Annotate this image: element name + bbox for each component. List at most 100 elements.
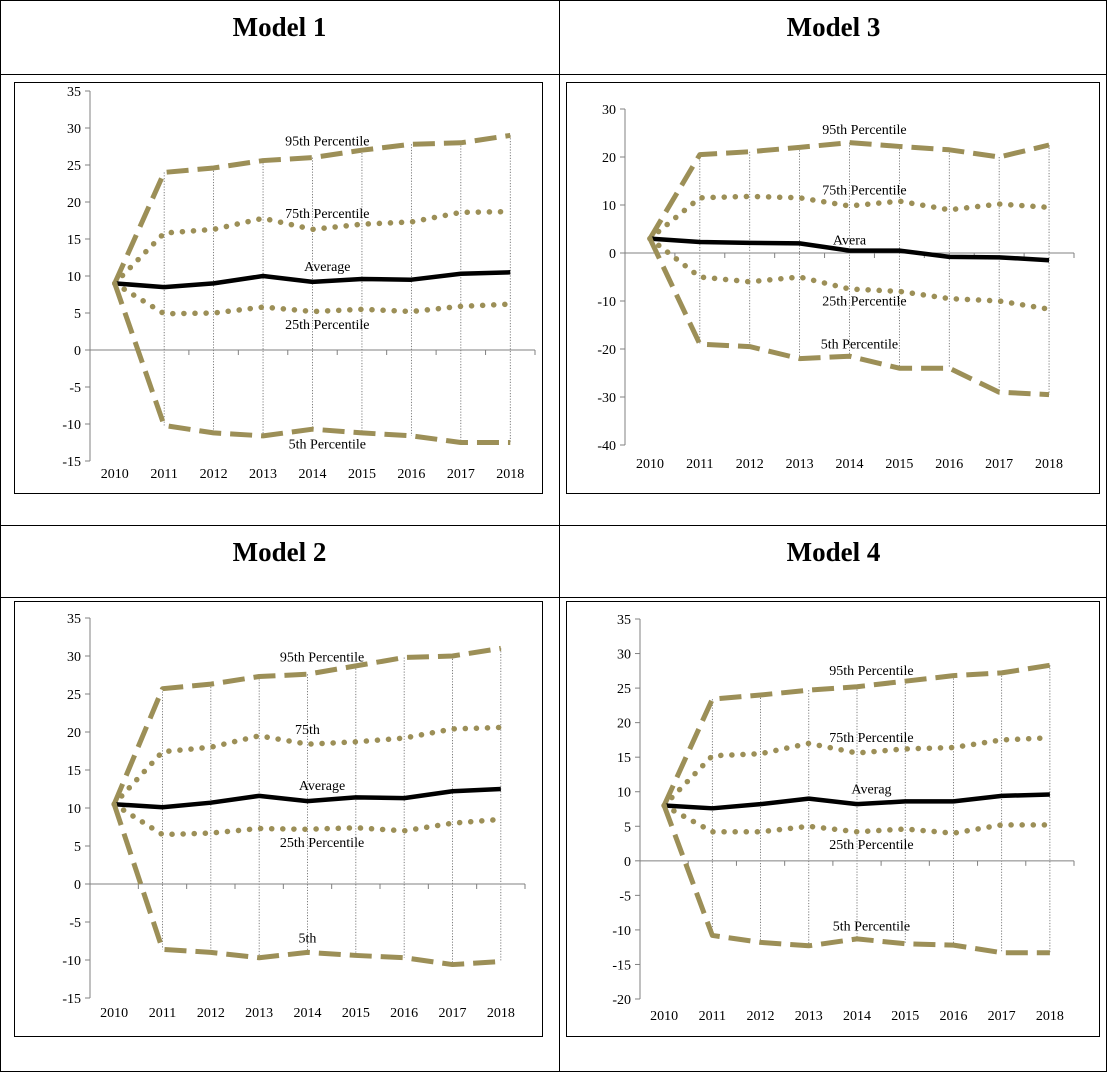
column-divider	[559, 0, 560, 1072]
y-tick-label: -10	[612, 924, 631, 939]
series-label: Average	[304, 260, 350, 275]
y-tick-label: 20	[67, 196, 81, 211]
y-tick-label: -10	[62, 954, 81, 969]
x-tick-label: 2018	[1036, 1009, 1064, 1024]
x-tick-label: 2012	[736, 457, 764, 472]
x-tick-label: 2016	[390, 1006, 418, 1021]
y-tick-label: 5	[624, 820, 631, 835]
x-tick-label: 2017	[985, 457, 1013, 472]
x-tick-label: 2011	[699, 1009, 726, 1024]
model-2-panel: -15 -10 -5 0 5 10 15 20 25 30 35 2010 2011 2012 2013 20…	[14, 601, 543, 1037]
y-tick-label: -30	[597, 391, 616, 406]
x-tick-label: 2014	[299, 467, 327, 482]
x-tick-label: 2017	[447, 467, 475, 482]
y-tick-label: 20	[617, 717, 631, 732]
x-tick-label: 2014	[294, 1006, 322, 1021]
x-tick-label: 2013	[786, 457, 814, 472]
series-line	[649, 236, 1050, 263]
model-4-title: Model 4	[786, 537, 881, 567]
x-tick-label: 2018	[487, 1006, 515, 1021]
y-tick-label: -10	[597, 295, 616, 310]
series-label: 75th Percentile	[822, 184, 906, 199]
y-tick-label: -5	[619, 889, 631, 904]
model-1-title: Model 1	[232, 12, 327, 42]
y-tick-label: 0	[609, 247, 616, 262]
y-tick-label: 5	[74, 840, 81, 855]
row-divider-1	[0, 74, 1107, 75]
row-divider-3	[0, 597, 1107, 598]
series-line	[111, 208, 514, 287]
x-tick-label: 2010	[101, 467, 129, 482]
y-tick-label: -15	[612, 958, 631, 973]
series-label: 25th Percentile	[829, 838, 913, 853]
x-tick-label: 2017	[988, 1009, 1016, 1024]
y-tick-label: 25	[617, 682, 631, 697]
x-tick-label: 2015	[885, 457, 913, 472]
series-line	[111, 724, 504, 807]
y-tick-label: -20	[597, 343, 616, 358]
model-2-chart: -15 -10 -5 0 5 10 15 20 25 30 35 2010 2011 2012 2013 20…	[62, 612, 526, 1021]
y-tick-label: 30	[617, 648, 631, 663]
x-tick-label: 2017	[439, 1006, 467, 1021]
series-line	[647, 140, 1050, 240]
y-tick-label: 20	[602, 151, 616, 166]
y-tick-label: 0	[74, 344, 81, 359]
x-tick-label: 2016	[935, 457, 963, 472]
series-label: 75th Percentile	[285, 207, 369, 222]
model-1-panel: -15 -10 -5 0 5 10 15 20 25 30 35 2010 2011 2012 2013 20…	[14, 82, 543, 494]
y-tick-label: 25	[67, 159, 81, 174]
x-tick-label: 2010	[100, 1006, 128, 1021]
x-tick-label: 2015	[348, 467, 376, 482]
model-4-chart: -20 -15 -10 -5 0 5 10 15 20 25 30 35 2010 2011 2012 201…	[612, 613, 1075, 1024]
x-tick-label: 2010	[650, 1009, 678, 1024]
y-tick-label: -40	[597, 439, 616, 454]
y-tick-label: 30	[67, 122, 81, 137]
model-3-title: Model 3	[786, 12, 881, 42]
x-tick-label: 2011	[149, 1006, 176, 1021]
series-line	[114, 786, 501, 810]
x-tick-label: 2016	[939, 1009, 967, 1024]
x-tick-label: 2012	[747, 1009, 775, 1024]
x-tick-label: 2013	[249, 467, 277, 482]
series-line	[661, 802, 1053, 836]
y-tick-label: 15	[67, 233, 81, 248]
x-tick-label: 2012	[200, 467, 228, 482]
y-tick-label: 10	[67, 802, 81, 817]
y-tick-label: 15	[67, 764, 81, 779]
y-tick-label: 0	[624, 855, 631, 870]
series-label: 5th Percentile	[289, 437, 366, 452]
y-tick-label: 25	[67, 688, 81, 703]
y-tick-label: 35	[67, 612, 81, 627]
x-tick-label: 2013	[245, 1006, 273, 1021]
series-label: 95th Percentile	[822, 123, 906, 138]
series-line	[112, 282, 511, 445]
y-tick-label: 35	[67, 85, 81, 100]
series-label: 95th Percentile	[280, 651, 364, 666]
series-label: 5th	[299, 931, 317, 946]
y-tick-label: 10	[617, 786, 631, 801]
series-line	[647, 237, 1050, 398]
y-tick-label: 0	[74, 878, 81, 893]
y-tick-label: -5	[69, 381, 81, 396]
y-tick-label: 30	[602, 103, 616, 118]
x-tick-label: 2018	[1035, 457, 1063, 472]
x-tick-label: 2016	[397, 467, 425, 482]
series-label: 75th	[295, 723, 320, 738]
series-line	[663, 792, 1050, 811]
y-tick-label: -5	[69, 916, 81, 931]
x-tick-label: 2010	[636, 457, 664, 472]
model-3-panel: -40 -30 -20 -10 0 10 20 30 2010 2011 2012 2013 2014 2…	[566, 82, 1100, 494]
y-tick-label: -15	[62, 455, 81, 470]
x-tick-label: 2018	[496, 467, 524, 482]
series-label: Averag	[851, 782, 891, 797]
y-tick-label: 5	[74, 307, 81, 322]
model-4-panel: -20 -15 -10 -5 0 5 10 15 20 25 30 35 2010 2011 2012 201…	[566, 601, 1100, 1037]
x-tick-label: 2012	[197, 1006, 225, 1021]
y-tick-label: 35	[617, 613, 631, 628]
x-tick-label: 2013	[795, 1009, 823, 1024]
series-line	[114, 270, 511, 290]
series-line	[111, 803, 501, 968]
y-tick-label: 15	[617, 751, 631, 766]
x-tick-label: 2014	[836, 457, 864, 472]
series-label: 5th Percentile	[833, 919, 910, 934]
